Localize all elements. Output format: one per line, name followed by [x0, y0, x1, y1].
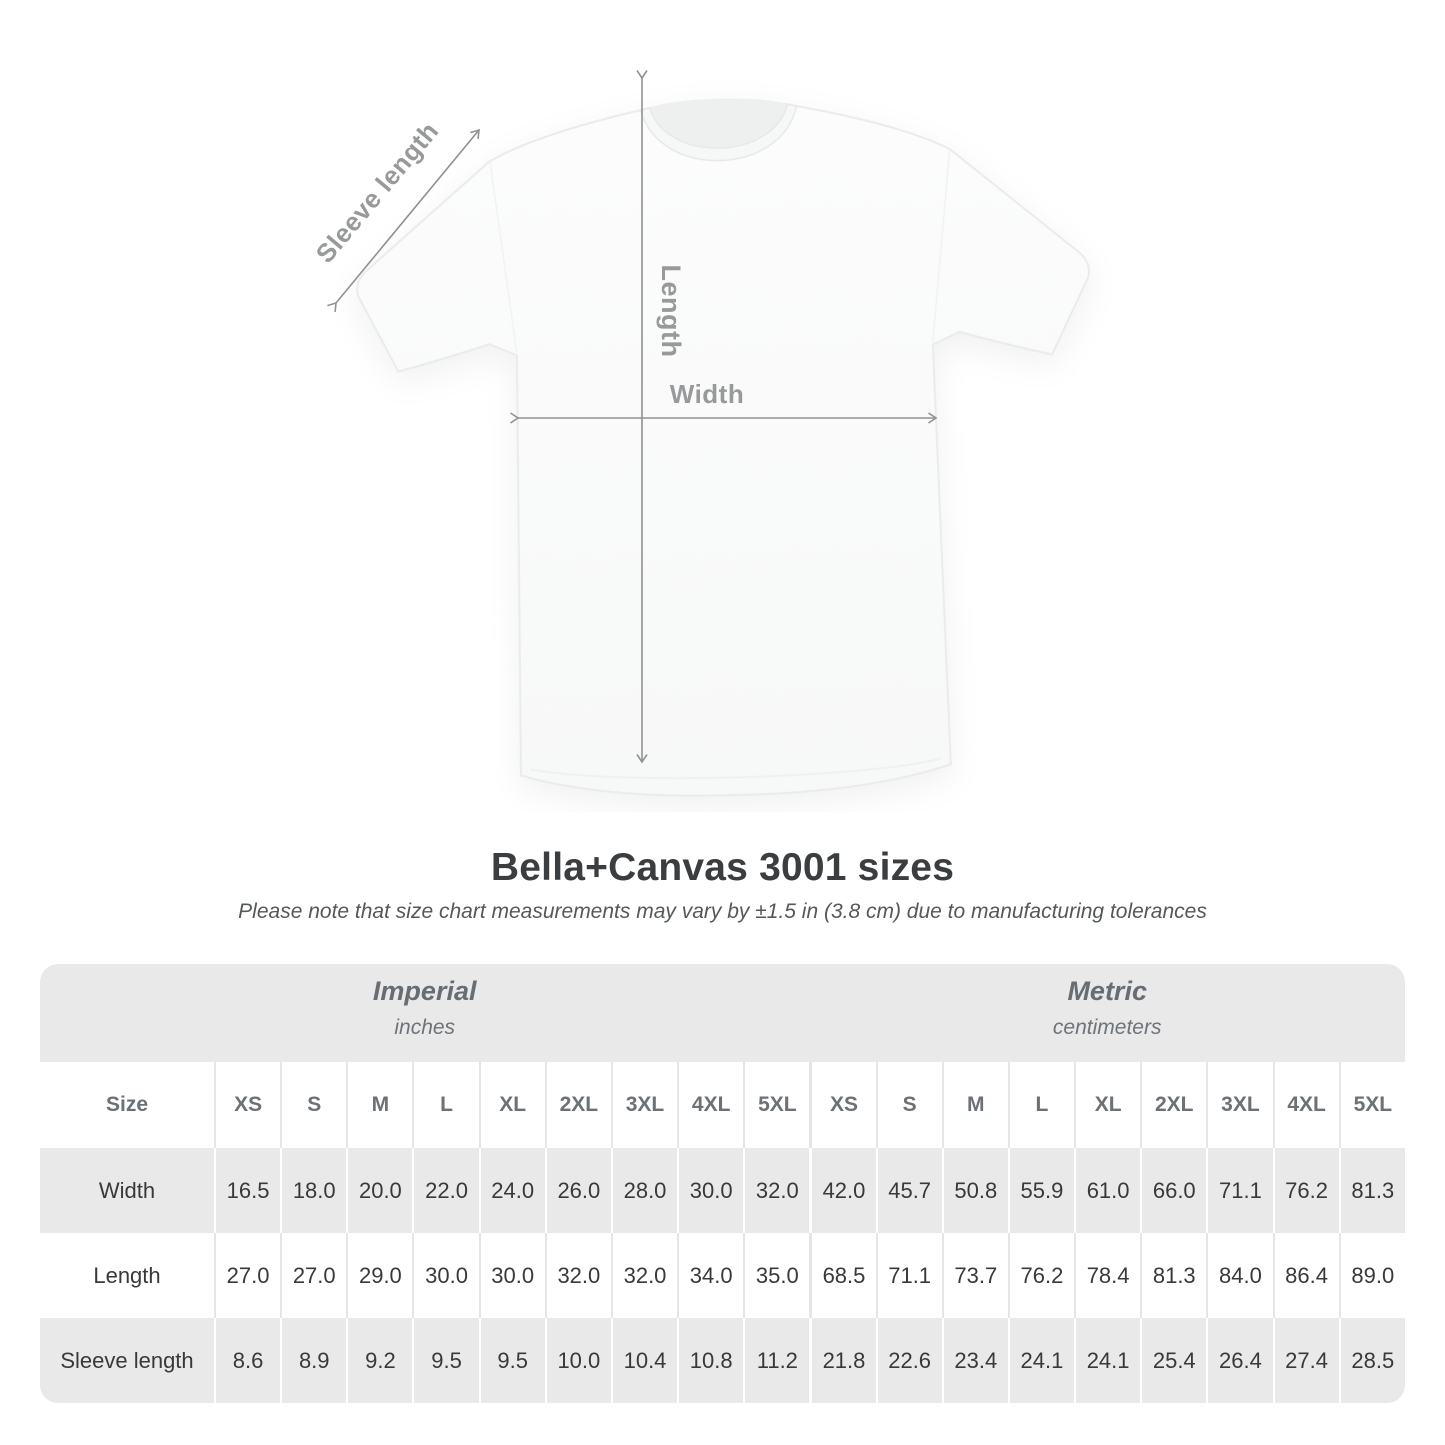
cell: 42.0 — [809, 1148, 875, 1233]
size-col-4xl-imperial: 4XL — [677, 1062, 743, 1148]
row-label-sleeve-length: Sleeve length — [60, 1347, 194, 1373]
size-header-label: Size — [105, 1093, 149, 1116]
cell: 18.0 — [280, 1148, 346, 1233]
size-header-row: Size XS S M L XL 2XL 3XL 4XL 5XL XS S M … — [40, 1062, 1405, 1148]
cell: 8.9 — [280, 1318, 346, 1403]
cell: 11.2 — [743, 1318, 809, 1403]
cell: 28.5 — [1338, 1318, 1405, 1403]
cell: 71.1 — [1206, 1148, 1272, 1233]
cell: 16.5 — [214, 1148, 280, 1233]
row-label-length: Length — [93, 1262, 161, 1288]
page-subtitle: Please note that size chart measurements… — [238, 900, 1207, 923]
size-col-xs-metric: XS — [809, 1062, 875, 1148]
unit-header-metric: Metric centimeters — [809, 964, 1405, 1062]
cell: 32.0 — [544, 1233, 611, 1318]
size-col-l-metric: L — [1007, 1062, 1074, 1148]
cell: 26.0 — [544, 1148, 611, 1233]
cell: 24.1 — [1074, 1318, 1140, 1403]
metric-unit: centimeters — [1052, 1016, 1162, 1039]
cell: 61.0 — [1074, 1148, 1140, 1233]
cell: 30.0 — [677, 1148, 743, 1233]
cell: 32.0 — [610, 1233, 677, 1318]
table-row-sleeve-length: Sleeve length 8.6 8.9 9.2 9.5 9.5 10.0 1… — [40, 1318, 1405, 1403]
cell: 30.0 — [478, 1233, 545, 1318]
unit-header-row: Imperial inches Metric centimeters — [40, 964, 1405, 1062]
cell: 23.4 — [941, 1318, 1008, 1403]
collar-band — [639, 103, 798, 162]
size-col-l-imperial: L — [412, 1062, 478, 1148]
cell: 81.3 — [1338, 1148, 1405, 1233]
size-table: Imperial inches Metric centimeters Size … — [40, 964, 1405, 1403]
cell: 81.3 — [1140, 1233, 1206, 1318]
cell: 22.0 — [412, 1148, 478, 1233]
unit-header-imperial: Imperial inches — [40, 964, 810, 1062]
tshirt-silhouette — [356, 98, 1090, 797]
cell: 78.4 — [1074, 1233, 1140, 1318]
metric-label: Metric — [1067, 976, 1147, 1006]
cell: 9.5 — [412, 1318, 478, 1403]
cell: 10.8 — [677, 1318, 743, 1403]
imperial-unit: inches — [394, 1016, 456, 1039]
cell: 27.0 — [214, 1233, 280, 1318]
cell: 68.5 — [809, 1233, 875, 1318]
size-col-m-imperial: M — [346, 1062, 412, 1148]
row-label-width: Width — [98, 1177, 156, 1203]
cell: 22.6 — [875, 1318, 942, 1403]
cell: 76.2 — [1272, 1148, 1339, 1233]
cell: 66.0 — [1140, 1148, 1206, 1233]
cell: 50.8 — [941, 1148, 1008, 1233]
cell: 27.0 — [280, 1233, 346, 1318]
cell: 86.4 — [1272, 1233, 1339, 1318]
imperial-label: Imperial — [372, 976, 477, 1006]
size-diagram: Length Width Sleeve length — [310, 70, 1090, 797]
size-col-xl-metric: XL — [1074, 1062, 1140, 1148]
table-row-length: Length 27.0 27.0 29.0 30.0 30.0 32.0 32.… — [40, 1233, 1405, 1318]
cell: 89.0 — [1338, 1233, 1405, 1318]
collar-opening — [649, 98, 788, 149]
cell: 10.4 — [610, 1318, 677, 1403]
width-label: Width — [670, 379, 744, 409]
cell: 10.0 — [544, 1318, 611, 1403]
cell: 24.1 — [1007, 1318, 1074, 1403]
cell: 55.9 — [1007, 1148, 1074, 1233]
cell: 45.7 — [875, 1148, 942, 1233]
cell: 24.0 — [478, 1148, 545, 1233]
size-col-s-imperial: S — [280, 1062, 346, 1148]
cell: 27.4 — [1272, 1318, 1339, 1403]
cell: 71.1 — [875, 1233, 942, 1318]
cell: 73.7 — [941, 1233, 1008, 1318]
sleeve-length-arrow — [327, 128, 480, 313]
size-col-2xl-metric: 2XL — [1140, 1062, 1206, 1148]
size-col-4xl-metric: 4XL — [1272, 1062, 1339, 1148]
size-col-5xl-metric: 5XL — [1338, 1062, 1405, 1148]
size-col-xl-imperial: XL — [478, 1062, 545, 1148]
cell: 21.8 — [809, 1318, 875, 1403]
tshirt-photo: Length Width Sleeve length — [310, 70, 1090, 797]
cell: 84.0 — [1206, 1233, 1272, 1318]
cell: 29.0 — [346, 1233, 412, 1318]
cell: 32.0 — [743, 1148, 809, 1233]
cell: 35.0 — [743, 1233, 809, 1318]
size-col-5xl-imperial: 5XL — [743, 1062, 809, 1148]
cell: 30.0 — [412, 1233, 478, 1318]
cell: 20.0 — [346, 1148, 412, 1233]
size-col-2xl-imperial: 2XL — [544, 1062, 611, 1148]
page-title: Bella+Canvas 3001 sizes — [490, 846, 955, 889]
cell: 8.6 — [214, 1318, 280, 1403]
cell: 9.2 — [346, 1318, 412, 1403]
cell: 34.0 — [677, 1233, 743, 1318]
size-col-3xl-imperial: 3XL — [610, 1062, 677, 1148]
cell: 26.4 — [1206, 1318, 1272, 1403]
cell: 9.5 — [478, 1318, 545, 1403]
cell: 76.2 — [1007, 1233, 1074, 1318]
table-row-width: Width 16.5 18.0 20.0 22.0 24.0 26.0 28.0… — [40, 1148, 1405, 1233]
size-col-3xl-metric: 3XL — [1206, 1062, 1272, 1148]
cell: 28.0 — [610, 1148, 677, 1233]
size-col-xs-imperial: XS — [214, 1062, 280, 1148]
size-col-m-metric: M — [941, 1062, 1008, 1148]
size-col-s-metric: S — [875, 1062, 942, 1148]
length-label: Length — [656, 265, 686, 358]
cell: 25.4 — [1140, 1318, 1206, 1403]
